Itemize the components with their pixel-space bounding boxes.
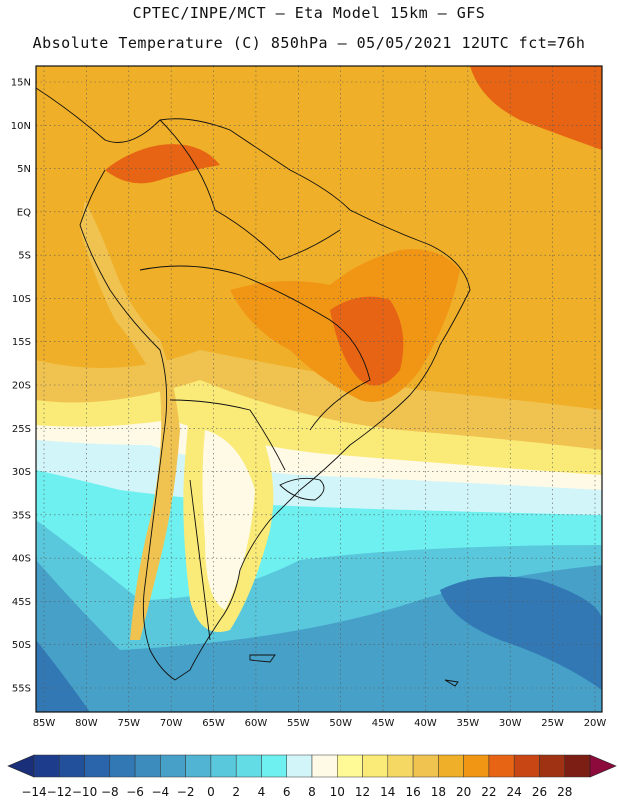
lon-label: 45W bbox=[372, 718, 395, 729]
colorbar-low-arrow bbox=[7, 754, 35, 778]
colorbar-swatch bbox=[539, 754, 565, 778]
colorbar-label: 22 bbox=[481, 785, 496, 799]
colorbar-label: −4 bbox=[152, 785, 170, 799]
lat-label: 5N bbox=[17, 164, 31, 175]
colorbar-label: 2 bbox=[232, 785, 240, 799]
colorbar-swatch bbox=[438, 754, 464, 778]
colorbar-swatch bbox=[488, 754, 515, 778]
lat-label: 15N bbox=[11, 78, 31, 89]
falklands bbox=[249, 654, 276, 663]
lon-label: 50W bbox=[329, 718, 352, 729]
lon-label: 35W bbox=[457, 718, 480, 729]
lat-label: 10N bbox=[11, 121, 31, 132]
colorbar-label: −12 bbox=[47, 785, 72, 799]
lon-label: 25W bbox=[541, 718, 564, 729]
colorbar-swatch bbox=[235, 754, 262, 778]
lon-label: 75W bbox=[117, 718, 140, 729]
colorbar-swatch bbox=[412, 754, 439, 778]
colorbar-label: 24 bbox=[507, 785, 522, 799]
border-central bbox=[139, 265, 371, 431]
colorbar-label: 28 bbox=[557, 785, 572, 799]
colorbar-swatch bbox=[59, 754, 85, 778]
coastlines-borders bbox=[36, 87, 471, 687]
rio-de-la-plata bbox=[279, 477, 325, 501]
field-blue-deep bbox=[440, 576, 602, 690]
colorbar-swatch bbox=[261, 754, 287, 778]
latitude-labels: 15N 10N 5N EQ 5S 10S 15S 20S 25S 30S 35S 40S 45S 50S 5… bbox=[11, 78, 31, 695]
colorbar-swatch bbox=[513, 754, 540, 778]
colorbar-label: 18 bbox=[431, 785, 446, 799]
colorbar-label: −10 bbox=[72, 785, 97, 799]
colorbar-label: −8 bbox=[101, 785, 119, 799]
colorbar: −14 −12 −10 −8 −6 −4 −2 0 2 4 6 8 10 12 14 16 18 20 22 24 26… bbox=[7, 754, 617, 799]
colorbar-swatch bbox=[337, 754, 363, 778]
colorbar-label: 14 bbox=[380, 785, 395, 799]
field-andes bbox=[80, 200, 180, 640]
lon-label: 65W bbox=[202, 718, 225, 729]
colorbar-label: 20 bbox=[456, 785, 471, 799]
colorbar-swatch bbox=[84, 754, 111, 778]
colorbar-label: 26 bbox=[532, 785, 547, 799]
colorbar-label: −2 bbox=[177, 785, 195, 799]
colorbar-label: 8 bbox=[308, 785, 316, 799]
temperature-field bbox=[36, 66, 602, 712]
lon-label: 40W bbox=[414, 718, 437, 729]
map-frame bbox=[35, 65, 603, 713]
colorbar-swatch bbox=[185, 754, 212, 778]
colorbar-label: 0 bbox=[207, 785, 215, 799]
lat-label: 35S bbox=[12, 510, 31, 521]
lat-label: 40S bbox=[12, 554, 31, 565]
lon-label: 70W bbox=[160, 718, 183, 729]
lat-label: 55S bbox=[12, 684, 31, 695]
title-line-1: CPTEC/INPE/MCT – Eta Model 15km – GFS bbox=[132, 4, 486, 22]
colorbar-high-arrow bbox=[589, 754, 617, 778]
colorbar-swatch bbox=[387, 754, 414, 778]
lat-label: 45S bbox=[12, 597, 31, 608]
colorbar-swatch bbox=[362, 754, 389, 778]
lat-label: 50S bbox=[12, 640, 31, 651]
border-south bbox=[169, 399, 286, 471]
border-north bbox=[159, 119, 341, 261]
field-hot-atlantic bbox=[470, 66, 602, 150]
lat-label: 15S bbox=[12, 337, 31, 348]
lon-label: 20W bbox=[584, 718, 607, 729]
colorbar-label: −6 bbox=[126, 785, 144, 799]
colorbar-swatch bbox=[286, 754, 313, 778]
field-veryhot-brazil bbox=[330, 296, 404, 386]
lon-label: 85W bbox=[33, 718, 56, 729]
lat-label: 30S bbox=[12, 467, 31, 478]
colorbar-label: 10 bbox=[330, 785, 345, 799]
colorbar-label: −14 bbox=[21, 785, 46, 799]
field-blue-deep-sw bbox=[36, 640, 90, 712]
field-hot-venezuela bbox=[105, 144, 220, 184]
title-line-2: Absolute Temperature (C) 850hPa – 05/05/… bbox=[32, 34, 586, 52]
lat-label: EQ bbox=[17, 207, 31, 218]
continent-outline bbox=[36, 87, 471, 681]
colorbar-swatch bbox=[33, 754, 60, 778]
lat-label: 5S bbox=[18, 251, 31, 262]
border-andes bbox=[189, 479, 211, 641]
lon-label: 80W bbox=[75, 718, 98, 729]
longitude-labels: 85W 80W 75W 70W 65W 60W 55W 50W 45W 40W 35W 30W 25W 2… bbox=[33, 718, 607, 729]
colorbar-label: 16 bbox=[405, 785, 420, 799]
colorbar-label: 6 bbox=[283, 785, 291, 799]
colorbar-swatch bbox=[109, 754, 136, 778]
lat-label: 20S bbox=[12, 381, 31, 392]
colorbar-swatch bbox=[311, 754, 338, 778]
lat-label: 25S bbox=[12, 424, 31, 435]
colorbar-swatch bbox=[463, 754, 490, 778]
lon-label: 30W bbox=[499, 718, 522, 729]
colorbar-label: 12 bbox=[355, 785, 370, 799]
colorbar-swatch bbox=[210, 754, 237, 778]
colorbar-label: 4 bbox=[258, 785, 266, 799]
colorbar-swatch bbox=[160, 754, 186, 778]
lat-label: 10S bbox=[12, 294, 31, 305]
colorbar-swatch bbox=[564, 754, 591, 778]
lon-label: 60W bbox=[245, 718, 268, 729]
colorbar-swatch bbox=[134, 754, 161, 778]
south-georgia bbox=[444, 679, 459, 687]
lon-label: 55W bbox=[287, 718, 310, 729]
